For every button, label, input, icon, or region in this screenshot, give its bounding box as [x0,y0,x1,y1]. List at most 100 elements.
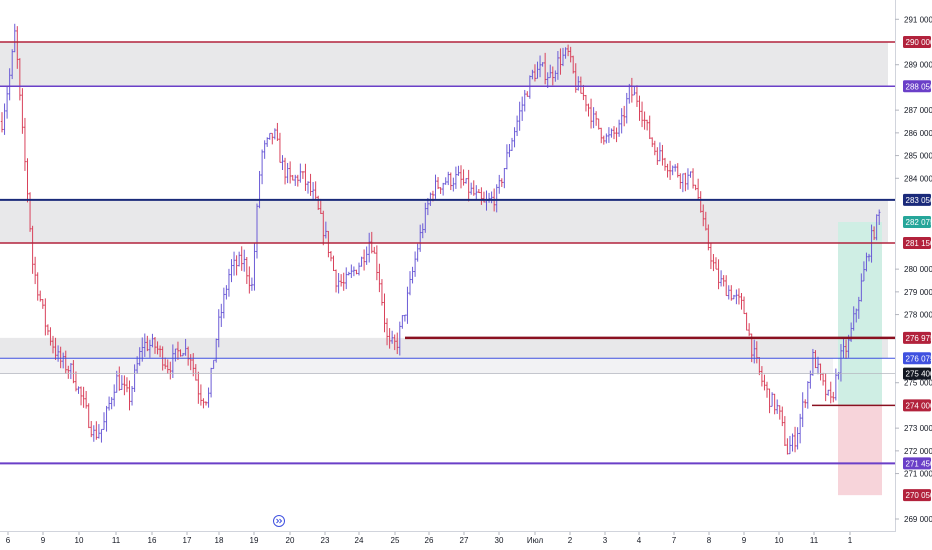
price-tag-bg [903,80,931,93]
ohlc-bar-107 [273,128,277,140]
ohlc-bar-302 [770,392,774,407]
ohlc-bar-197 [503,168,506,189]
ohlc-bar-241 [615,127,618,143]
ohlc-bar-198 [505,144,509,170]
ohlc-bar-82 [209,367,213,398]
ohlc-bar-0 [0,112,4,133]
ohlc-bar-88 [225,285,228,300]
price-tag-bg [903,36,931,48]
ohlc-bar-276 [704,211,707,231]
ohlc-bar-32 [82,386,85,408]
time-tick-label-2: 10 [75,536,84,545]
ohlc-bar-256 [653,140,656,156]
ohlc-bar-1 [3,103,6,135]
ohlc-bar-68 [174,348,177,362]
ohlc-bar-285 [727,285,730,300]
ohlc-bar-336 [857,296,860,319]
ohlc-bar-121 [309,173,312,196]
ohlc-bar-38 [97,424,101,439]
ohlc-bar-158 [403,314,407,322]
ohlc-bar-10 [26,158,29,203]
ohlc-bar-305 [778,405,781,420]
ohlc-bar-178 [454,166,458,189]
ohlc-bar-204 [521,96,524,121]
price-axis[interactable]: 269 000 271 000 272 000 273 000 275 000 278 0… [895,15,932,524]
ohlc-bar-14 [36,272,39,301]
price-tick-label-4: 275 000 [904,379,932,388]
ohlc-bar-129 [329,251,333,262]
ohlc-bar-218 [556,51,560,80]
price-tick-label-7: 280 000 [904,265,932,274]
ohlc-bar-182 [464,178,468,184]
ohlc-bar-248 [633,86,636,96]
ohlc-bar-172 [439,187,442,194]
ohlc-bar-94 [240,246,243,271]
price-tag-text: 288 050 [906,82,932,91]
ohlc-bar-237 [605,133,608,144]
ohlc-bar-48 [123,375,126,396]
position-target-area [838,222,882,406]
time-axis[interactable]: 6 9 10 11 16 17 18 19 20 23 24 25 26 27 30 Июл 2 3 4 7 8 9 10 1… [6,532,853,545]
ohlc-bar-200 [510,137,514,152]
goto-realtime-icon[interactable] [273,515,285,527]
ohlc-bar-80 [204,401,208,406]
ohlc-bar-243 [620,108,623,134]
ohlc-bar-35 [90,421,93,438]
ohlc-bar-338 [862,261,866,282]
ohlc-bar-64 [164,357,167,370]
ohlc-bar-230 [587,103,590,117]
ohlc-bar-273 [696,178,700,200]
ohlc-bar-280 [714,257,718,270]
ohlc-bar-77 [197,371,200,404]
ohlc-bar-258 [658,142,662,162]
ohlc-bar-187 [477,188,481,194]
ohlc-bar-269 [686,168,690,190]
ohlc-bar-21 [54,337,57,360]
ohlc-bar-22 [56,345,60,362]
time-tick-label-23: 11 [810,536,819,545]
time-tick-label-16: 2 [568,536,573,545]
ohlc-bar-212 [541,62,544,67]
ohlc-bar-340 [867,253,871,262]
price-tick-label-12: 289 000 [904,61,932,70]
ohlc-bar-23 [59,346,62,369]
ohlc-bar-174 [444,177,447,185]
ohlc-bar-96 [245,257,248,284]
ohlc-bar-4 [11,49,14,80]
ohlc-bar-177 [452,177,455,192]
price-tag-text: 276 075 [906,354,932,363]
ohlc-bar-287 [732,294,736,300]
time-tick-label-15: Июл [527,536,544,545]
ohlc-bar-301 [768,388,771,414]
ohlc-bar-210 [536,61,539,79]
time-tick-label-13: 27 [460,536,469,545]
ohlc-bar-142 [362,249,366,271]
ohlc-bar-326 [832,391,835,403]
zone-1 [0,199,888,244]
ohlc-bar-288 [735,289,738,305]
price-tag-bg [903,331,931,344]
price-tag-274000: 274 000 [903,399,932,412]
ohlc-bar-214 [546,72,549,88]
time-tick-label-6: 18 [215,536,224,545]
ohlc-bar-52 [133,364,136,392]
time-tick-label-0: 6 [6,536,11,545]
ohlc-bar-18 [46,324,50,336]
ohlc-bar-97 [248,266,251,294]
ohlc-bar-7 [18,58,22,101]
ohlc-bar-116 [296,174,299,187]
ohlc-bar-320 [816,356,820,375]
ohlc-bar-229 [584,94,588,112]
ohlc-bar-98 [250,277,254,291]
ohlc-bar-47 [120,375,124,390]
price-tag-290000: 290 000 [903,36,932,48]
price-tag-288050: 288 050 [903,80,932,93]
ohlc-bar-202 [515,115,519,137]
time-tick-label-19: 7 [672,536,677,545]
ohlc-bar-286 [730,285,733,301]
ohlc-bar-282 [719,270,723,287]
ohlc-bar-131 [334,269,338,293]
ohlc-bar-311 [793,426,797,453]
